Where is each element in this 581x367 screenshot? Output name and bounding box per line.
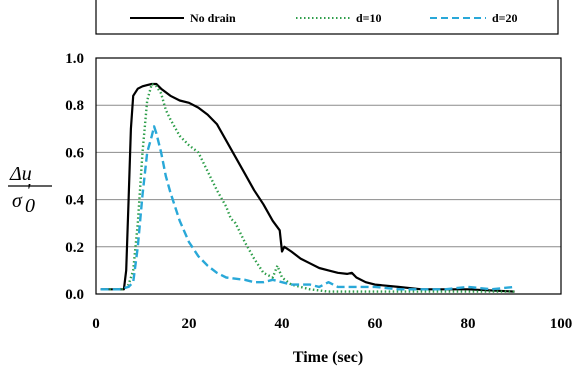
gridlines xyxy=(96,104,561,248)
series-lines xyxy=(100,82,515,293)
y-tick-label: 0.0 xyxy=(65,287,84,303)
plot-area xyxy=(95,57,562,295)
y-label-denominator-sup: ' xyxy=(26,180,31,202)
y-tick-label: 0.8 xyxy=(65,98,84,114)
legend-label-d10: d=10 xyxy=(356,11,382,25)
series-line-d-20 xyxy=(100,125,515,291)
x-tick-label: 40 xyxy=(275,316,290,332)
x-tick-label: 80 xyxy=(461,316,476,332)
y-tick-label: 1.0 xyxy=(65,51,84,67)
y-label-denominator-sub: 0 xyxy=(25,195,35,217)
y-label-numerator: Δu xyxy=(9,163,32,185)
x-axis-label: Time (sec) xyxy=(293,349,363,366)
x-tick-label: 0 xyxy=(92,316,100,332)
legend-label-d20: d=20 xyxy=(492,11,518,25)
plot-frame xyxy=(95,57,562,295)
y-axis-label: Δu σ 0 ' xyxy=(8,163,52,217)
y-tick-labels: 0.0 0.2 0.4 0.6 0.8 1.0 xyxy=(65,51,84,303)
x-tick-label: 100 xyxy=(550,316,573,332)
y-label-denominator: σ xyxy=(12,190,23,212)
legend: No drain d=10 d=20 xyxy=(95,0,559,35)
x-tick-label: 20 xyxy=(182,316,197,332)
y-tick-label: 0.4 xyxy=(65,193,84,209)
legend-label-no-drain: No drain xyxy=(190,11,236,25)
y-tick-label: 0.2 xyxy=(65,240,84,256)
x-tick-label: 60 xyxy=(368,316,383,332)
y-tick-label: 0.6 xyxy=(65,145,84,161)
series-line-no-drain xyxy=(100,82,515,293)
series-line-d-10 xyxy=(105,82,515,293)
x-tick-labels: 0 20 40 60 80 100 xyxy=(92,316,572,332)
